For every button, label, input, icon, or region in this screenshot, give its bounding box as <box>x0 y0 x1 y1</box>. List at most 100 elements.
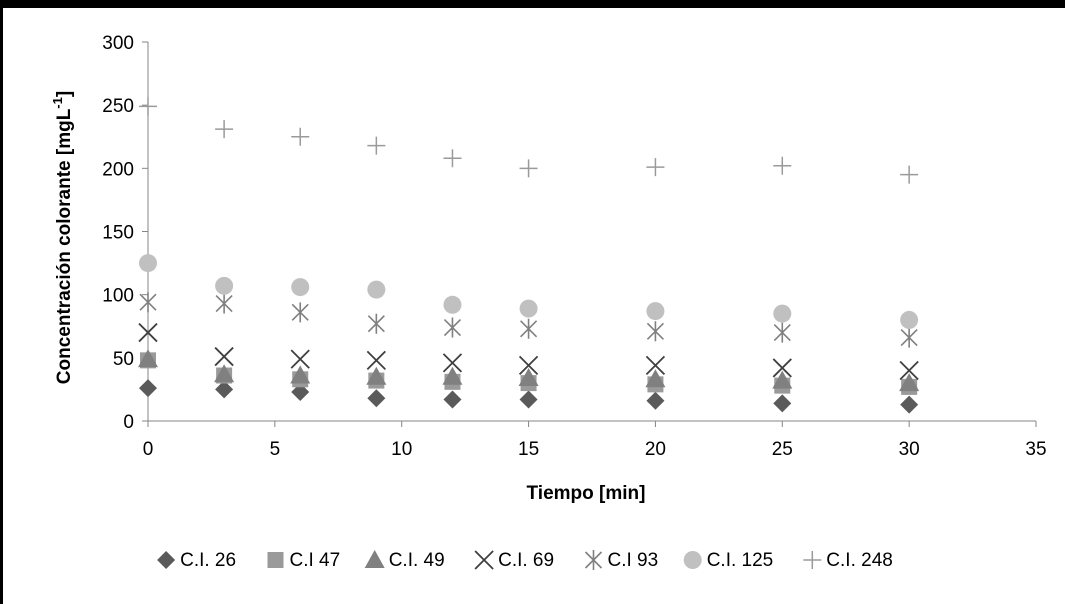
data-point <box>646 391 665 410</box>
data-point <box>519 159 538 178</box>
data-point <box>646 158 665 177</box>
x-tick-label: 10 <box>391 439 412 460</box>
legend-label: C.I 93 <box>608 550 659 571</box>
data-point <box>645 355 666 376</box>
data-point <box>518 368 539 387</box>
data-point <box>443 390 462 409</box>
y-axis-title-superscript: -1 <box>50 97 65 109</box>
legend-item: C.I. 125 <box>683 550 774 571</box>
data-point <box>772 370 793 389</box>
legend-item: C.I. 69 <box>474 550 554 571</box>
x-axis-ticks: 0 5 10 15 20 25 30 35 <box>143 421 1047 460</box>
data-point <box>443 317 462 338</box>
y-tick-label: 300 <box>102 33 134 54</box>
data-point <box>646 302 665 321</box>
data-point <box>139 292 157 313</box>
legend-item: C.I. 49 <box>364 550 445 571</box>
y-tick-label: 100 <box>102 286 134 307</box>
data-point <box>773 156 792 175</box>
x-tick-label: 5 <box>270 439 281 460</box>
y-axis-title-main: Concentración colorante [mgL <box>54 108 75 384</box>
data-point <box>900 165 919 184</box>
series-c-i-248 <box>139 97 919 184</box>
legend-label: C.I 47 <box>290 550 341 571</box>
data-point <box>138 322 158 343</box>
y-axis-title-close: ] <box>54 91 75 97</box>
legend-marker <box>267 552 284 568</box>
legend-item: C.I. 26 <box>157 550 236 571</box>
data-point <box>214 364 235 383</box>
data-point <box>366 366 387 385</box>
data-point <box>290 349 310 369</box>
legend-item: C.I 47 <box>267 550 341 571</box>
data-point <box>215 120 234 139</box>
data-point <box>215 293 233 314</box>
legend-label: C.I. 69 <box>498 550 554 571</box>
data-point <box>900 327 918 348</box>
series-c-i-93 <box>139 292 918 348</box>
legend-marker <box>157 551 176 569</box>
data-point <box>773 322 791 343</box>
series-c-i-49 <box>138 349 920 392</box>
x-tick-label: 0 <box>143 439 154 460</box>
data-point <box>443 149 462 168</box>
data-point <box>519 390 538 409</box>
x-tick-label: 30 <box>899 439 920 460</box>
data-point <box>367 136 386 155</box>
y-tick-label: 200 <box>102 159 134 180</box>
data-points <box>138 97 920 414</box>
data-point <box>139 379 157 398</box>
legend-item: C.I. 248 <box>803 550 893 571</box>
data-point <box>139 97 157 116</box>
legend-item: C.I 93 <box>584 550 659 571</box>
legend-marker <box>474 550 494 570</box>
legend: C.I. 26 C.I 47 C.I. 49 C.I. 69 C.I 93 C.I. 12… <box>157 550 893 571</box>
data-point <box>900 395 919 414</box>
data-point <box>773 304 792 323</box>
data-point <box>215 380 234 399</box>
data-point <box>367 280 386 299</box>
data-point <box>291 278 310 297</box>
y-tick-label: 0 <box>123 412 134 433</box>
x-tick-label: 35 <box>1025 439 1046 460</box>
y-tick-label: 250 <box>102 96 134 117</box>
y-axis-ticks: 0 50 100 150 200 250 300 <box>102 33 148 433</box>
y-tick-label: 150 <box>102 223 134 244</box>
legend-marker <box>584 550 603 570</box>
legend-marker <box>683 551 702 569</box>
data-point <box>366 350 386 370</box>
data-point <box>899 373 920 392</box>
data-point <box>139 254 157 273</box>
data-point <box>291 382 310 401</box>
data-point <box>519 299 538 318</box>
data-point <box>442 353 463 373</box>
data-point <box>899 360 919 381</box>
legend-marker <box>803 551 822 569</box>
x-axis-title: Tiempo [min] <box>527 483 646 504</box>
y-axis-title: Concentración colorante [mgL-1] <box>50 91 75 384</box>
data-point <box>773 394 792 413</box>
data-point <box>138 349 158 368</box>
x-tick-label: 15 <box>518 439 539 460</box>
data-point <box>646 321 664 342</box>
data-point <box>443 295 462 314</box>
data-point <box>215 276 234 295</box>
data-point <box>442 366 463 385</box>
legend-marker <box>364 550 385 568</box>
x-tick-label: 25 <box>772 439 793 460</box>
data-point <box>290 365 311 384</box>
data-point <box>291 302 309 323</box>
data-point <box>645 369 666 388</box>
series-c-i-69 <box>138 322 919 381</box>
data-point <box>291 127 310 146</box>
data-point <box>367 389 386 408</box>
data-point <box>900 310 919 329</box>
data-point <box>772 358 792 378</box>
legend-label: C.I. 248 <box>826 550 893 571</box>
x-tick-label: 20 <box>645 439 666 460</box>
data-point <box>520 318 538 339</box>
legend-label: C.I. 49 <box>389 550 445 571</box>
legend-label: C.I. 125 <box>707 550 774 571</box>
series-c-i-125 <box>139 254 919 329</box>
